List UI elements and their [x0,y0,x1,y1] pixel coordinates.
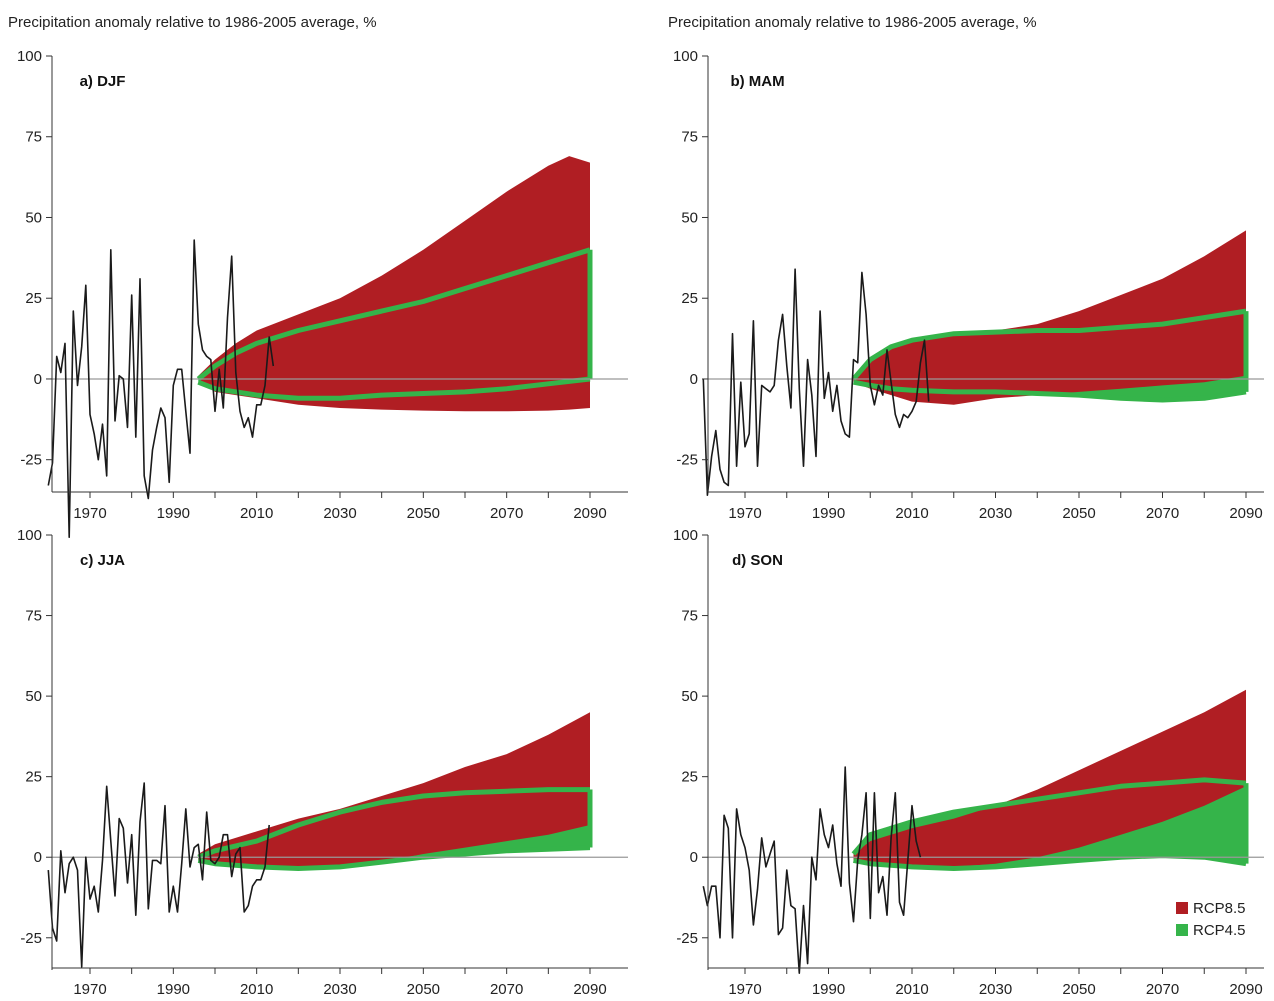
x-tick-label: 2050 [407,981,440,998]
x-tick-label: 1970 [728,505,761,522]
legend-swatch-rcp45 [1176,924,1188,936]
x-tick-label: 2070 [1146,505,1179,522]
rcp45-upper-line [196,247,591,381]
x-tick-label: 2010 [895,505,928,522]
x-tick-label: 2010 [240,981,273,998]
x-tick-label: 2070 [490,981,523,998]
y-tick-label: 0 [34,371,42,388]
x-tick-label: 2050 [1062,505,1095,522]
x-tick-label: 2050 [407,505,440,522]
x-tick-label: 1970 [728,981,761,998]
x-tick-label: 2030 [979,981,1012,998]
rcp85-band [198,156,591,412]
panel-label: d) SON [732,552,783,569]
y-tick-label: 100 [673,527,698,544]
rcp85-band [853,230,1246,405]
rcp85-band [198,712,591,869]
legend: RCP8.5 RCP4.5 [1176,900,1246,939]
y-axis-title-right: Precipitation anomaly relative to 1986-2… [668,14,1037,31]
y-tick-label: 50 [25,688,42,705]
x-tick-label: 2090 [1229,505,1262,522]
y-tick-label: 75 [681,608,698,625]
x-tick-label: 2090 [573,981,606,998]
y-tick-label: 25 [681,769,698,786]
panel-label: b) MAM [730,73,784,90]
rcp85-band [853,689,1246,869]
legend-label: RCP8.5 [1193,900,1246,917]
rcp45-lower-line [197,376,591,401]
x-tick-label: 1990 [812,505,845,522]
panel-1: -25 0 25 50 75 100 1970 1990 2010 2030 2050 2070 209… [17,48,628,538]
observed-line [47,782,270,968]
x-tick-label: 1970 [73,981,106,998]
x-tick-label: 2030 [323,981,356,998]
x-tick-label: 1990 [812,981,845,998]
y-tick-label: -25 [676,452,698,469]
y-tick-label: -25 [20,930,42,947]
y-tick-label: 100 [17,48,42,65]
legend-label: RCP4.5 [1193,922,1246,939]
y-tick-label: 75 [25,608,42,625]
observed-line [702,766,922,974]
panel-2: -25 0 25 50 75 100 1970 1990 2010 2030 2050 2070 209… [673,48,1264,522]
observed-line [47,239,275,538]
y-tick-label: 75 [681,129,698,146]
y-tick-label: 0 [690,849,698,866]
rcp45-lower-line [197,845,591,871]
rcp45-upper-line [851,308,1247,381]
rcp45-upper-line [851,777,1247,856]
x-tick-label: 2010 [895,981,928,998]
panel-3: -25 0 25 50 75 100 1970 1990 2010 2030 2050 2070 209… [17,527,628,998]
x-tick-label: 2090 [573,505,606,522]
y-tick-label: 25 [25,769,42,786]
panel-label: c) JJA [80,552,125,569]
x-tick-label: 2090 [1229,981,1262,998]
x-tick-label: 2050 [1062,981,1095,998]
y-tick-label: 100 [17,527,42,544]
x-tick-label: 2030 [323,505,356,522]
x-tick-label: 2070 [1146,981,1179,998]
legend-swatch-rcp85 [1176,902,1188,914]
x-tick-label: 1970 [73,505,106,522]
y-tick-label: 50 [681,209,698,226]
rcp45-lower-line [853,379,1247,403]
panel-label: a) DJF [80,73,126,90]
x-tick-label: 1990 [157,981,190,998]
y-tick-label: 100 [673,48,698,65]
y-axis-title-left: Precipitation anomaly relative to 1986-2… [8,14,377,31]
y-tick-label: 0 [690,371,698,388]
panel-4: -25 0 25 50 75 100 1970 1990 2010 2030 2050 2070 209… [673,527,1264,998]
y-tick-label: 25 [681,290,698,307]
observed-line [702,268,930,496]
y-tick-label: 75 [25,129,42,146]
y-tick-label: -25 [20,452,42,469]
y-tick-label: 50 [681,688,698,705]
x-tick-label: 2070 [490,505,523,522]
x-tick-label: 1990 [157,505,190,522]
rcp45-upper-line [197,787,590,860]
x-tick-label: 2030 [979,505,1012,522]
y-tick-label: -25 [676,930,698,947]
y-tick-label: 25 [25,290,42,307]
x-tick-label: 2010 [240,505,273,522]
y-tick-label: 0 [34,849,42,866]
y-tick-label: 50 [25,209,42,226]
